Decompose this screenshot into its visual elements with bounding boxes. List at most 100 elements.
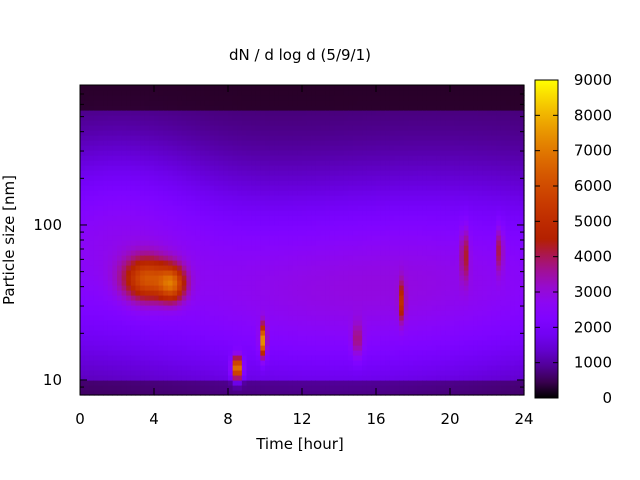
heatmap-cell: [329, 85, 335, 91]
heatmap-cell: [348, 200, 354, 206]
heatmap-cell: [302, 250, 308, 256]
heatmap-cell: [311, 130, 317, 136]
heatmap-cell: [154, 210, 160, 216]
heatmap-cell: [422, 95, 428, 101]
heatmap-cell: [297, 275, 303, 281]
heatmap-cell: [278, 240, 285, 246]
heatmap-cell: [283, 350, 289, 356]
heatmap-cell: [399, 90, 405, 96]
heatmap-cell: [237, 200, 243, 206]
heatmap-cell: [283, 325, 289, 331]
heatmap-cell: [204, 210, 211, 216]
heatmap-cell: [292, 265, 298, 271]
heatmap-cell: [158, 355, 164, 361]
heatmap-cell: [121, 150, 127, 156]
heatmap-cell: [232, 350, 238, 356]
heatmap-cell: [130, 255, 137, 261]
heatmap-cell: [329, 105, 335, 111]
heatmap-cell: [209, 115, 215, 121]
heatmap-cell: [274, 250, 280, 256]
heatmap-cell: [209, 155, 215, 161]
heatmap-cell: [98, 295, 104, 301]
heatmap-cell: [283, 235, 289, 241]
heatmap-cell: [297, 380, 303, 386]
heatmap-cell: [352, 325, 359, 331]
heatmap-cell: [334, 210, 340, 216]
heatmap-cell: [385, 90, 391, 96]
heatmap-cell: [450, 370, 456, 376]
heatmap-cell: [389, 350, 396, 356]
heatmap-cell: [357, 135, 363, 141]
heatmap-cell: [228, 220, 234, 226]
heatmap-cell: [93, 290, 100, 296]
heatmap-cell: [218, 390, 224, 396]
heatmap-cell: [413, 175, 419, 181]
heatmap-cell: [334, 185, 340, 191]
heatmap-cell: [135, 165, 141, 171]
heatmap-cell: [399, 390, 405, 396]
heatmap-cell: [237, 330, 243, 336]
heatmap-cell: [251, 180, 257, 186]
heatmap-cell: [158, 100, 164, 106]
heatmap-cell: [149, 130, 155, 136]
heatmap-cell: [408, 135, 414, 141]
heatmap-cell: [237, 305, 243, 311]
heatmap-cell: [380, 90, 386, 96]
heatmap-cell: [228, 150, 234, 156]
heatmap-cell: [278, 360, 285, 366]
heatmap-cell: [103, 155, 109, 161]
heatmap-cell: [84, 100, 90, 106]
heatmap-cell: [140, 270, 146, 276]
heatmap-cell: [251, 365, 257, 371]
heatmap-cell: [408, 180, 414, 186]
heatmap-cell: [352, 165, 359, 171]
heatmap-cell: [130, 150, 137, 156]
heatmap-cell: [80, 335, 86, 341]
heatmap-cell: [140, 380, 146, 386]
heatmap-cell: [232, 145, 238, 151]
heatmap-cell: [154, 170, 160, 176]
heatmap-cell: [135, 150, 141, 156]
heatmap-cell: [93, 185, 100, 191]
heatmap-cell: [154, 95, 160, 101]
heatmap-cell: [93, 250, 100, 256]
heatmap-cell: [325, 240, 331, 246]
heatmap-cell: [80, 285, 86, 291]
heatmap-cell: [103, 210, 109, 216]
heatmap-cell: [93, 160, 100, 166]
heatmap-cell: [84, 130, 90, 136]
heatmap-cell: [112, 155, 118, 161]
heatmap-cell: [274, 260, 280, 266]
heatmap-cell: [403, 150, 409, 156]
heatmap-cell: [371, 205, 377, 211]
heatmap-cell: [413, 225, 419, 231]
heatmap-cell: [292, 390, 298, 396]
heatmap-cell: [431, 150, 437, 156]
heatmap-cell: [297, 280, 303, 286]
heatmap-cell: [98, 345, 104, 351]
heatmap-cell: [144, 285, 150, 291]
heatmap-cell: [265, 270, 271, 276]
heatmap-cell: [214, 215, 220, 221]
heatmap-cell: [195, 120, 201, 126]
heatmap-cell: [149, 275, 155, 281]
heatmap-cell: [422, 110, 428, 116]
heatmap-cell: [394, 115, 400, 121]
heatmap-cell: [394, 235, 400, 241]
heatmap-cell: [408, 95, 414, 101]
heatmap-cell: [163, 175, 169, 181]
heatmap-cell: [140, 335, 146, 341]
heatmap-cell: [255, 380, 261, 386]
heatmap-cell: [329, 145, 335, 151]
heatmap-cell: [241, 390, 248, 396]
heatmap-cell: [297, 165, 303, 171]
heatmap-cell: [265, 265, 271, 271]
heatmap-cell: [311, 155, 317, 161]
heatmap-cell: [89, 155, 95, 161]
heatmap-cell: [89, 250, 95, 256]
heatmap-cell: [450, 380, 456, 386]
heatmap-cell: [135, 355, 141, 361]
heatmap-cell: [237, 85, 243, 91]
heatmap-cell: [126, 245, 132, 251]
heatmap-cell: [436, 350, 442, 356]
